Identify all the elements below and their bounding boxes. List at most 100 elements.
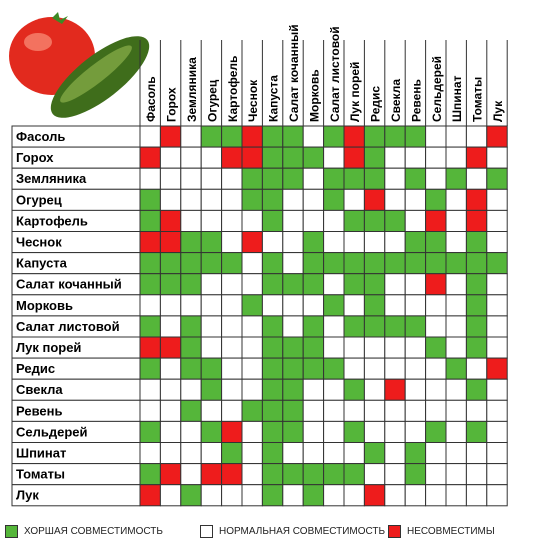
grid-cell-normal: [465, 484, 488, 507]
grid-cell-good: [445, 357, 467, 380]
column-label: Огурец: [205, 79, 219, 122]
grid-cell-good: [302, 357, 325, 380]
row-label: Капуста: [16, 256, 68, 271]
grid-cell-incompatible: [486, 357, 508, 380]
grid-cell-good: [425, 252, 447, 275]
grid-cell-normal: [139, 399, 161, 422]
grid-cell-good: [200, 252, 223, 275]
grid-cell-normal: [384, 463, 406, 486]
grid-cell-good: [404, 167, 427, 190]
grid-cell-normal: [221, 188, 243, 211]
grid-cell-normal: [404, 357, 427, 380]
grid-cell-normal: [221, 167, 243, 190]
grid-cell-normal: [425, 463, 447, 486]
grid-cell-normal: [384, 442, 406, 465]
grid-cell-normal: [445, 146, 467, 169]
grid-cell-normal: [241, 463, 263, 486]
grid-cell-normal: [445, 315, 467, 338]
row-label: Салат листовой: [16, 319, 120, 334]
grid-cell-good: [323, 167, 345, 190]
legend-swatch-incompatible: [388, 525, 401, 538]
grid-cell-good: [282, 273, 304, 296]
grid-cell-good: [180, 484, 202, 507]
column-label: Томаты: [471, 77, 485, 122]
grid-cell-good: [261, 188, 284, 211]
grid-cell-normal: [486, 399, 508, 422]
column-label: Морковь: [307, 69, 321, 122]
grid-cell-normal: [282, 209, 304, 232]
legend-item-normal: НОРМАЛЬНАЯ СОВМЕСТИМОСТЬ: [200, 525, 385, 538]
grid-cell-good: [302, 484, 325, 507]
grid-cell-good: [404, 231, 427, 254]
column-label: Свекла: [389, 79, 403, 122]
grid-cell-normal: [465, 442, 488, 465]
grid-cell-good: [404, 315, 427, 338]
grid-cell-incompatible: [425, 209, 447, 232]
grid-cell-incompatible: [221, 420, 243, 443]
grid-cell-good: [139, 188, 161, 211]
grid-cell-normal: [384, 336, 406, 359]
grid-cell-good: [343, 252, 365, 275]
grid-cell-normal: [241, 357, 263, 380]
row-label: Свекла: [16, 382, 63, 397]
grid-cell-normal: [323, 209, 345, 232]
grid-cell-incompatible: [159, 463, 182, 486]
grid-cell-normal: [486, 463, 508, 486]
grid-cell-good: [302, 146, 325, 169]
grid-cell-good: [363, 315, 386, 338]
grid-cell-normal: [159, 188, 182, 211]
grid-cell-good: [363, 442, 386, 465]
grid-cell-normal: [221, 209, 243, 232]
grid-cell-normal: [363, 378, 386, 401]
row-label: Огурец: [16, 192, 62, 207]
grid-cell-normal: [302, 209, 325, 232]
grid-cell-normal: [159, 146, 182, 169]
grid-cell-good: [363, 146, 386, 169]
grid-cell-normal: [384, 420, 406, 443]
grid-cell-good: [261, 378, 284, 401]
grid-cell-normal: [200, 336, 223, 359]
grid-cell-normal: [282, 442, 304, 465]
grid-cell-normal: [445, 420, 467, 443]
grid-cell-normal: [323, 442, 345, 465]
grid-cell-incompatible: [221, 146, 243, 169]
grid-cell-normal: [200, 442, 223, 465]
column-label: Фасоль: [144, 76, 158, 122]
grid-cell-normal: [404, 378, 427, 401]
column-labels: Фасоль Горох Земляника Огурец Картофель Чесно…: [139, 24, 508, 126]
grid-cell-normal: [445, 442, 467, 465]
grid-cell-normal: [486, 146, 508, 169]
grid-cell-good: [139, 463, 161, 486]
grid-cell-normal: [445, 484, 467, 507]
grid-cell-good: [180, 336, 202, 359]
grid-cell-good: [282, 167, 304, 190]
grid-cell-normal: [282, 188, 304, 211]
grid-cell-good: [261, 442, 284, 465]
grid-cell-normal: [241, 209, 263, 232]
grid-cell-normal: [425, 146, 447, 169]
grid-cell-good: [384, 125, 406, 148]
grid-cell-normal: [404, 399, 427, 422]
grid-cell-normal: [180, 294, 202, 317]
grid-cell-good: [221, 125, 243, 148]
grid-cell-good: [465, 420, 488, 443]
grid-cell-good: [302, 252, 325, 275]
grid-cell-good: [486, 167, 508, 190]
grid-cell-incompatible: [241, 146, 263, 169]
grid-cell-normal: [486, 378, 508, 401]
row-label: Салат кочанный: [16, 277, 122, 292]
grid-cell-good: [200, 357, 223, 380]
grid-cell-normal: [445, 273, 467, 296]
grid-cell-normal: [425, 125, 447, 148]
grid-cell-incompatible: [465, 188, 488, 211]
grid-cell-incompatible: [159, 125, 182, 148]
grid-cell-good: [302, 315, 325, 338]
grid-cell-normal: [261, 294, 284, 317]
row-label-cell: [11, 484, 141, 507]
grid-cell-normal: [221, 484, 243, 507]
grid-cell-good: [241, 188, 263, 211]
grid-cell-good: [261, 336, 284, 359]
grid-cell-normal: [221, 273, 243, 296]
grid-cell-normal: [180, 442, 202, 465]
